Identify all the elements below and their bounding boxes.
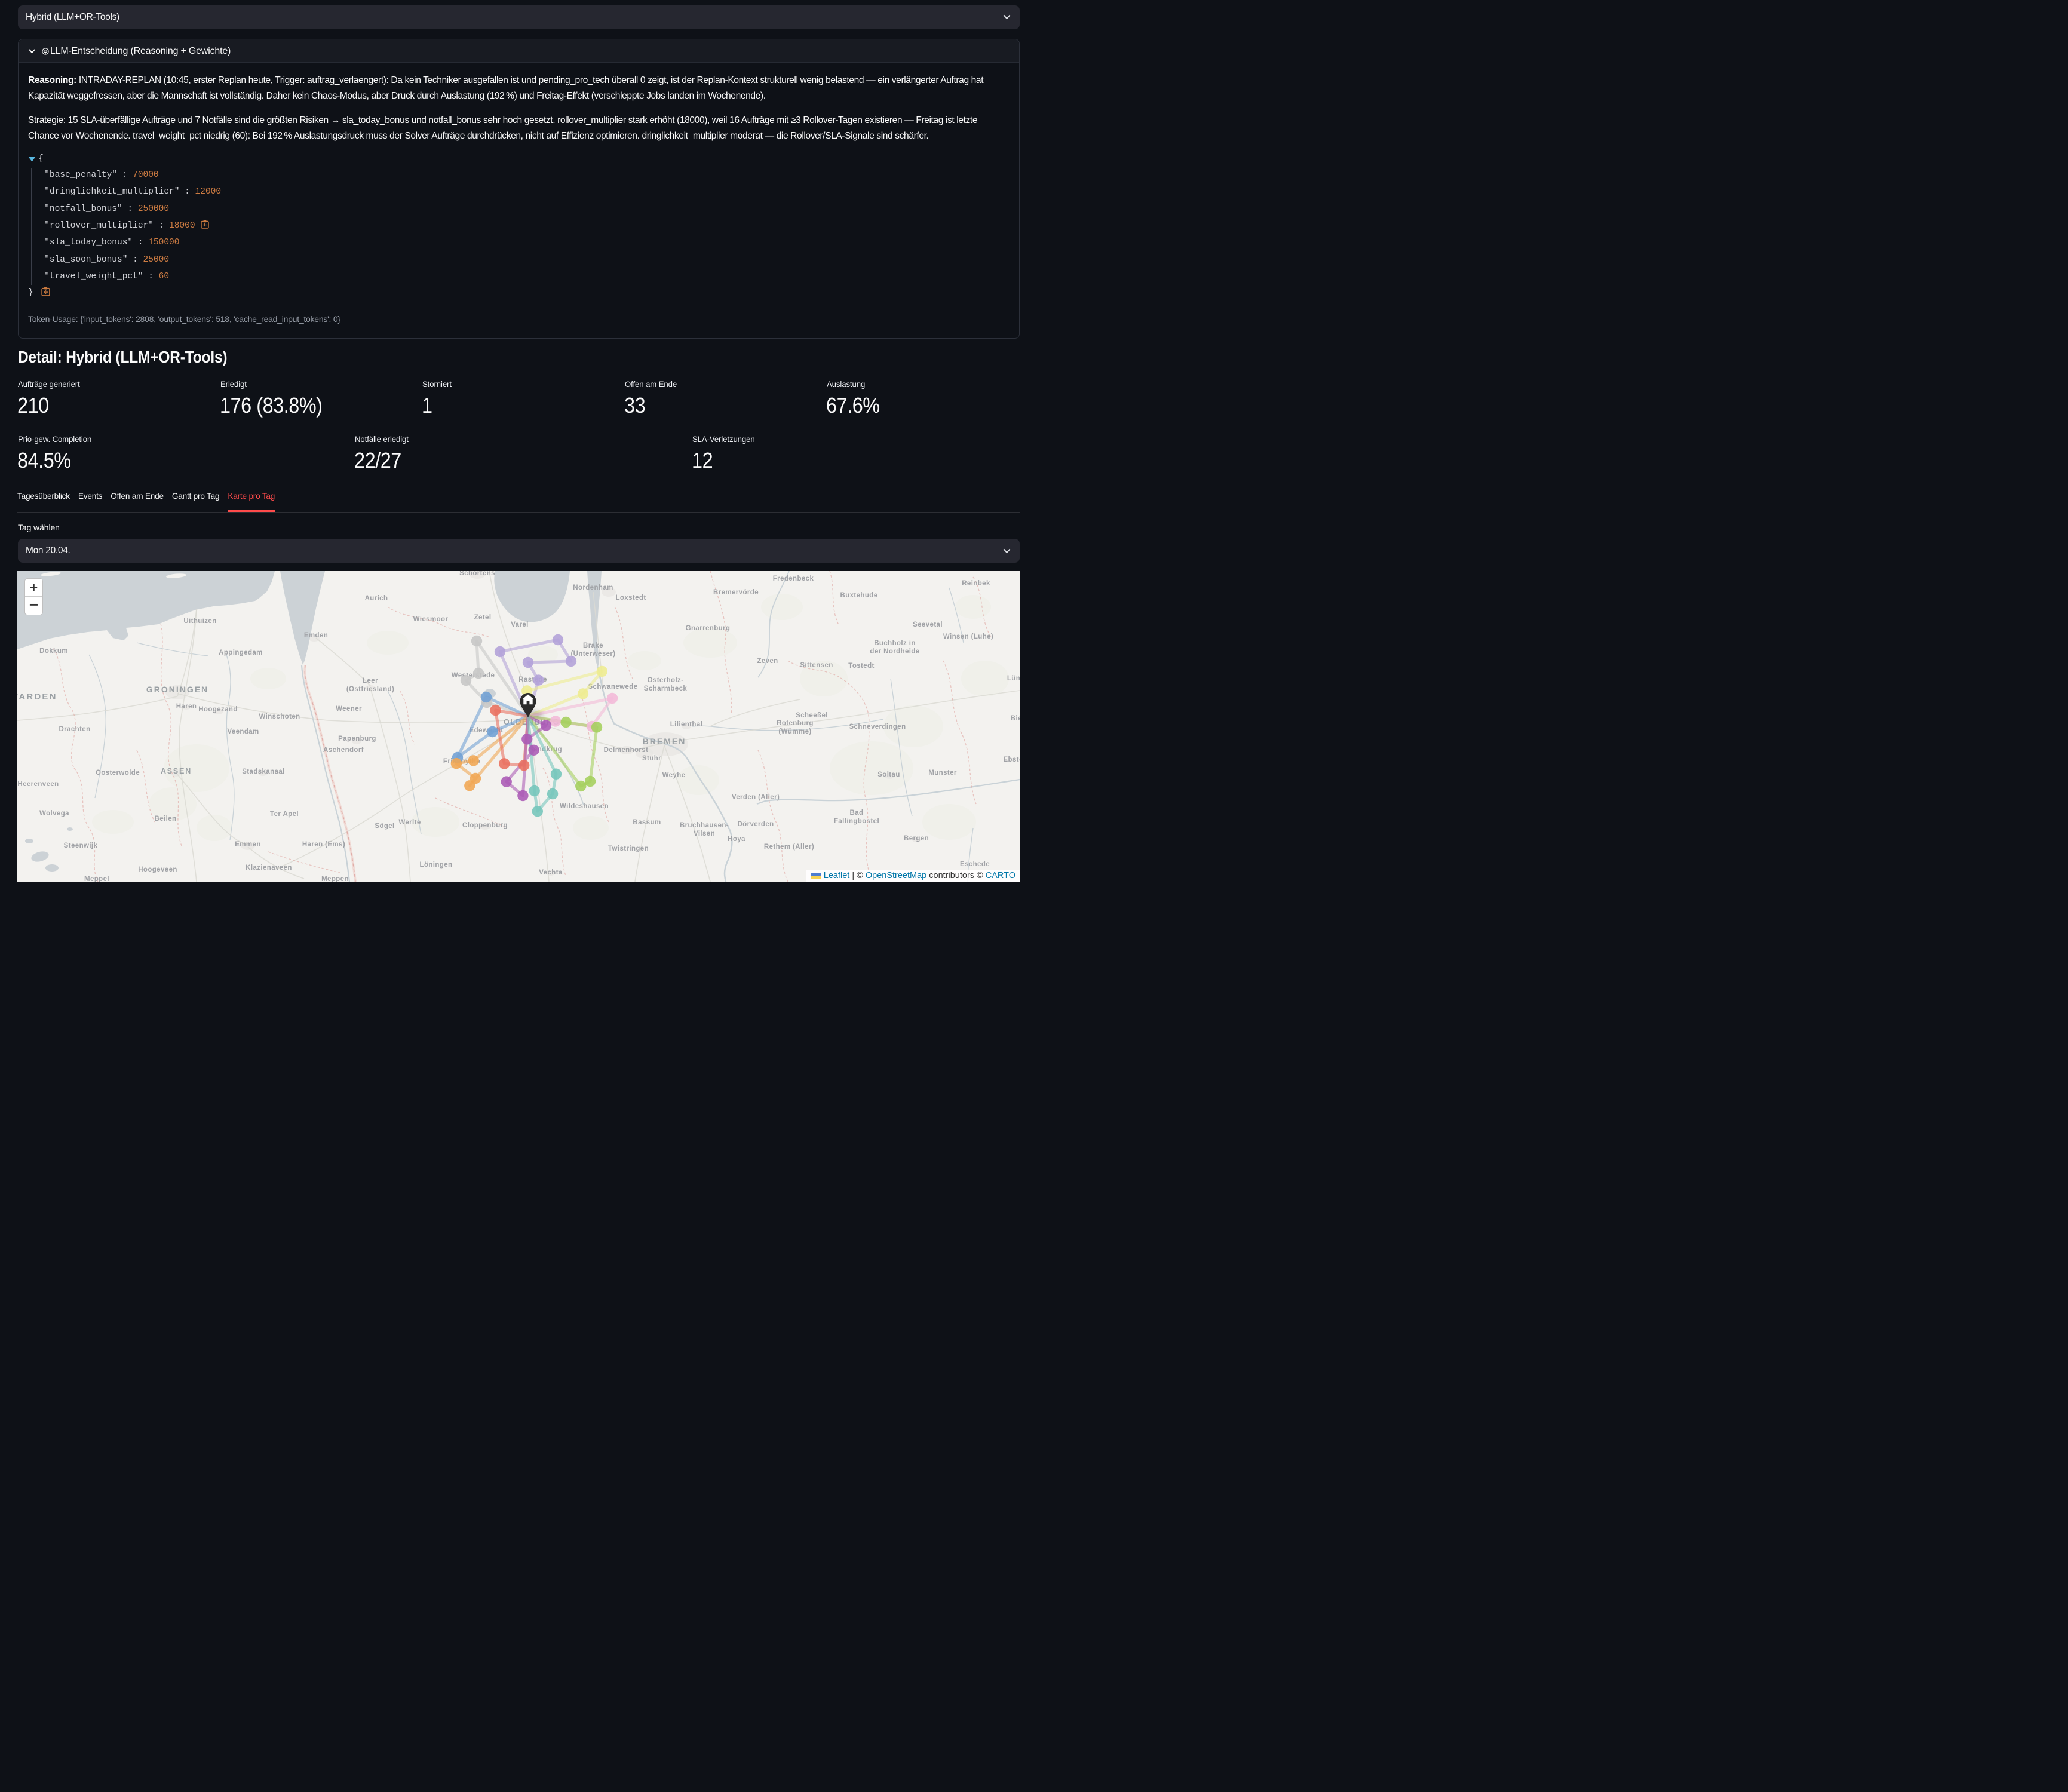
svg-text:Bassum: Bassum	[633, 819, 661, 826]
svg-text:Loxstedt: Loxstedt	[615, 594, 646, 602]
svg-text:Dörverden: Dörverden	[737, 821, 774, 828]
svg-text:Hoogeveen: Hoogeveen	[138, 866, 177, 873]
svg-text:Stadskanaal: Stadskanaal	[242, 768, 285, 775]
svg-text:Drachten: Drachten	[59, 726, 90, 733]
svg-text:Zeven: Zeven	[757, 658, 778, 665]
svg-text:Heerenveen: Heerenveen	[17, 781, 59, 788]
svg-text:Leer: Leer	[363, 677, 378, 685]
svg-text:Beilen: Beilen	[155, 815, 177, 823]
svg-text:Stuhr: Stuhr	[642, 755, 661, 762]
svg-text:Meppen: Meppen	[321, 876, 349, 882]
svg-text:ASSEN: ASSEN	[161, 767, 192, 775]
svg-text:Osterholz-: Osterholz-	[648, 677, 684, 684]
svg-text:Munster: Munster	[928, 769, 957, 777]
svg-text:Seevetal: Seevetal	[913, 621, 943, 628]
svg-text:Vechta: Vechta	[539, 869, 563, 876]
svg-text:(Ostfriesland): (Ostfriesland)	[346, 686, 394, 693]
svg-text:Fallingbostel: Fallingbostel	[834, 818, 879, 825]
svg-text:Bad: Bad	[850, 809, 864, 817]
svg-text:Bienenbüttel: Bienenbüttel	[1011, 715, 1020, 722]
svg-text:Aschendorf: Aschendorf	[323, 747, 364, 754]
svg-text:(Wümme): (Wümme)	[778, 728, 811, 735]
svg-text:Brake: Brake	[583, 642, 603, 649]
svg-text:Schneverdingen: Schneverdingen	[849, 723, 906, 731]
svg-text:Winsen (Luhe): Winsen (Luhe)	[943, 633, 993, 640]
svg-text:Gnarrenburg: Gnarrenburg	[686, 625, 731, 632]
svg-text:Scharmbeck: Scharmbeck	[644, 685, 688, 692]
svg-text:Appingedam: Appingedam	[219, 649, 263, 656]
svg-text:Dokkum: Dokkum	[39, 648, 68, 655]
svg-text:Schortens: Schortens	[459, 571, 495, 577]
svg-text:Winschoten: Winschoten	[259, 713, 300, 720]
svg-text:Haren (Ems): Haren (Ems)	[302, 841, 345, 848]
svg-text:Papenburg: Papenburg	[338, 735, 376, 742]
svg-text:Aurich: Aurich	[365, 595, 388, 602]
svg-text:Varel: Varel	[511, 621, 529, 628]
svg-text:Wiesmoor: Wiesmoor	[413, 616, 449, 623]
svg-text:Meppel: Meppel	[84, 876, 109, 882]
svg-text:Lüneburg: Lüneburg	[1007, 675, 1020, 682]
svg-text:der Nordheide: der Nordheide	[870, 648, 919, 655]
svg-text:Eschede: Eschede	[960, 861, 990, 868]
svg-text:Reinbek: Reinbek	[962, 580, 990, 587]
svg-text:Scheeßel: Scheeßel	[796, 712, 828, 719]
svg-text:Rethem (Aller): Rethem (Aller)	[764, 843, 814, 851]
svg-text:Buxtehude: Buxtehude	[840, 592, 877, 599]
svg-text:Werlte: Werlte	[398, 819, 421, 826]
svg-text:LEEUWARDEN: LEEUWARDEN	[17, 692, 57, 702]
svg-text:Hoya: Hoya	[728, 836, 745, 843]
svg-text:Steenwijk: Steenwijk	[64, 842, 98, 849]
svg-text:Hoogezand: Hoogezand	[198, 706, 238, 713]
svg-text:Wildeshausen: Wildeshausen	[560, 803, 609, 810]
svg-text:Weener: Weener	[336, 705, 362, 713]
svg-text:BREMEN: BREMEN	[643, 737, 686, 746]
svg-text:Wolvega: Wolvega	[39, 810, 69, 817]
svg-text:Löningen: Löningen	[420, 861, 453, 869]
svg-text:Sögel: Sögel	[375, 823, 394, 830]
svg-text:Haren: Haren	[176, 703, 197, 710]
svg-text:Soltau: Soltau	[877, 771, 900, 778]
svg-text:Rotenburg: Rotenburg	[777, 720, 814, 727]
svg-text:Nordenham: Nordenham	[573, 584, 613, 591]
svg-text:(Unterweser): (Unterweser)	[570, 650, 615, 658]
svg-text:Ter Apel: Ter Apel	[270, 811, 299, 818]
svg-text:Lilienthal: Lilienthal	[670, 721, 702, 728]
svg-text:Zetel: Zetel	[474, 614, 492, 621]
svg-text:Verden (Aller): Verden (Aller)	[732, 794, 780, 801]
svg-text:Delmenhorst: Delmenhorst	[604, 747, 649, 754]
svg-text:Klazienaveen: Klazienaveen	[246, 864, 292, 872]
svg-text:Bremervörde: Bremervörde	[713, 589, 759, 596]
svg-text:Tostedt: Tostedt	[848, 662, 874, 670]
svg-text:Twistringen: Twistringen	[608, 845, 649, 852]
svg-text:Sittensen: Sittensen	[800, 662, 833, 669]
svg-text:Veendam: Veendam	[227, 728, 259, 735]
svg-text:Vilsen: Vilsen	[694, 830, 715, 837]
svg-text:Oosterwolde: Oosterwolde	[96, 769, 140, 777]
svg-text:Ebstorf: Ebstorf	[1003, 756, 1020, 763]
svg-text:Cloppenburg: Cloppenburg	[462, 822, 508, 829]
svg-text:GRONINGEN: GRONINGEN	[146, 685, 208, 694]
svg-text:Fredenbeck: Fredenbeck	[773, 575, 814, 582]
svg-text:Uithuizen: Uithuizen	[183, 618, 216, 625]
svg-text:Buchholz in: Buchholz in	[874, 640, 916, 647]
svg-text:Weyhe: Weyhe	[662, 772, 686, 779]
svg-text:Emmen: Emmen	[235, 841, 261, 848]
svg-text:Bruchhausen-: Bruchhausen-	[680, 822, 729, 829]
svg-text:Schwanewede: Schwanewede	[588, 683, 637, 691]
svg-text:Emden: Emden	[304, 632, 328, 639]
svg-text:Bergen: Bergen	[904, 835, 929, 842]
